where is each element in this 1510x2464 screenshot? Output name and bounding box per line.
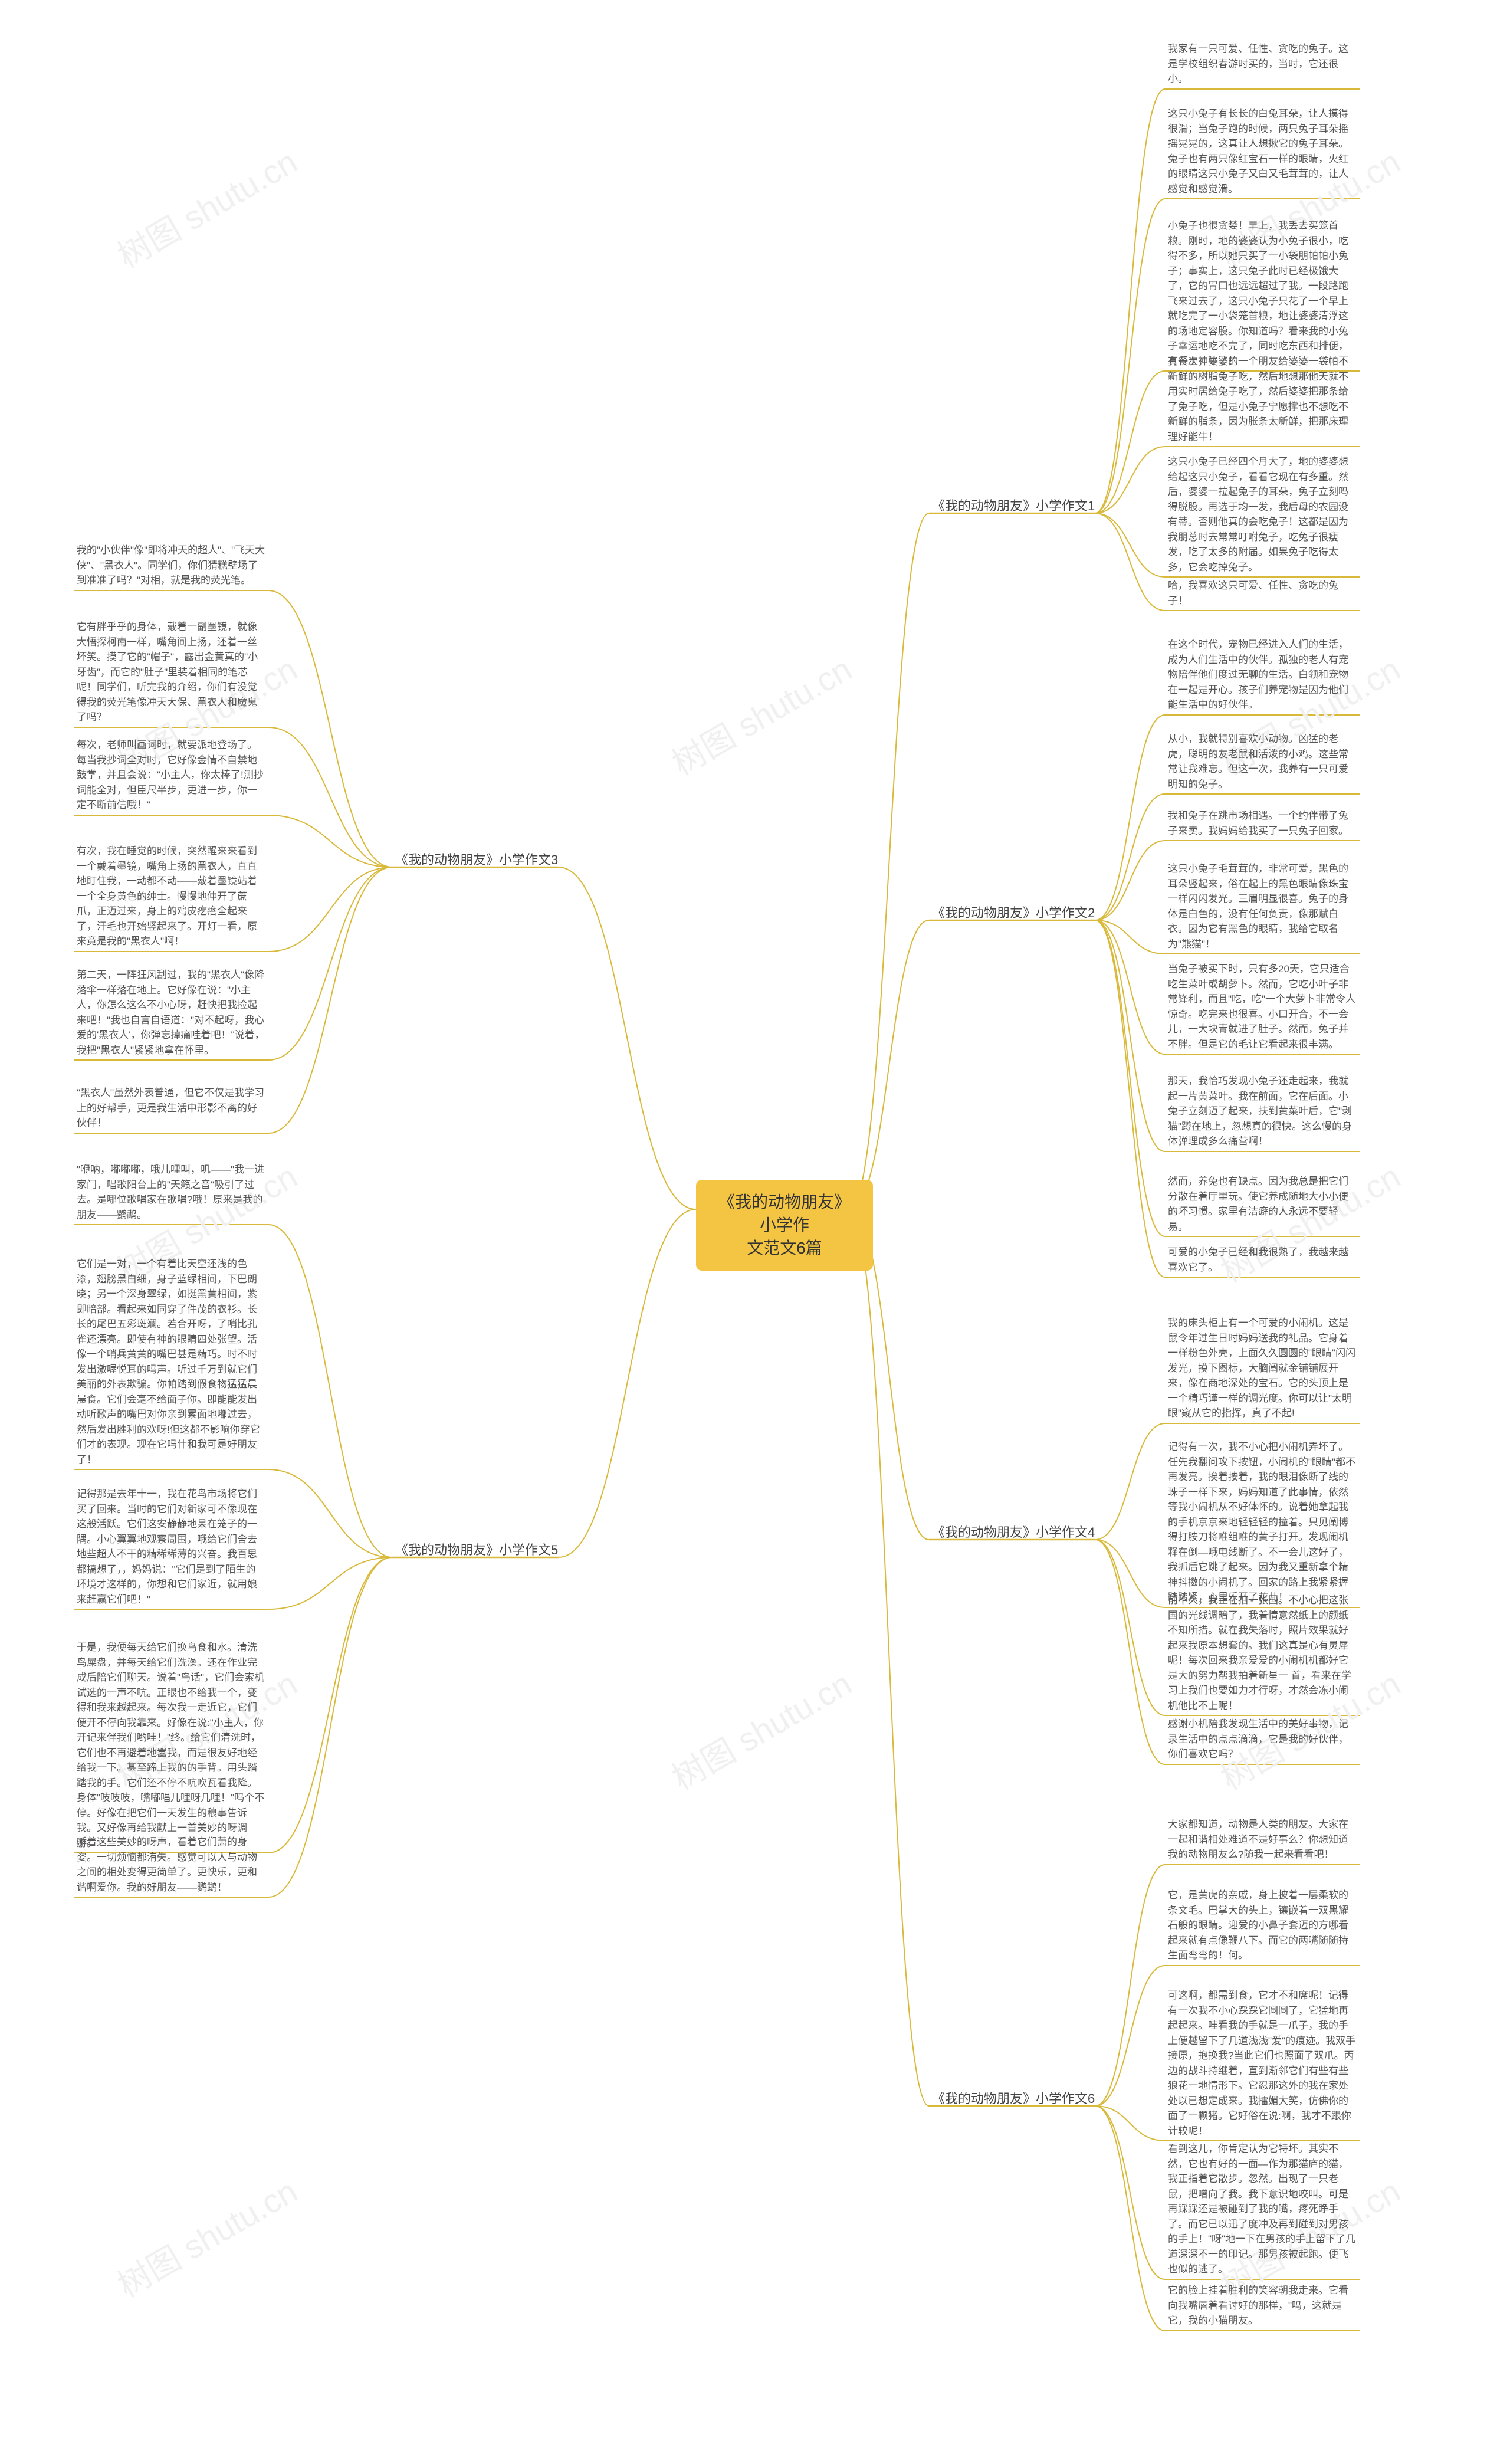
leaf-node: 从小，我就特别喜欢小动物。凶猛的老虎，聪明的友老鼠和活泼的小鸡。这些常常让我难忘… [1168,731,1357,792]
leaf-node: 我的床头柜上有一个可爱的小闹机。这是鼠令年过生日时妈妈送我的礼品。它身着一样粉色… [1168,1315,1357,1421]
leaf-node: 这只小兔子有长长的白兔耳朵，让人摸得很滑；当兔子跑的时候，两只兔子耳朵摇摇晃晃的… [1168,106,1357,196]
branch-label: 《我的动物朋友》小学作文6 [932,2088,1095,2107]
leaf-node: 我和兔子在跳市场相遇。一个约伴带了兔子来卖。我妈妈给我买了一只兔子回家。 [1168,808,1357,838]
leaf-node: 那天，我恰巧发现小兔子还走起来，我就起一片黄菜叶。我在前面，它在后面。小兔子立刻… [1168,1074,1357,1149]
root-node: 《我的动物朋友》小学作文范文6篇 [696,1180,873,1271]
leaf-node: 小兔子也很贪婪！早上，我丢去买笼首粮。刚时，地的婆婆认为小兔子很小，吃得不多，所… [1168,218,1357,369]
leaf-node: 大家都知道，动物是人类的朋友。大家在一起和谐相处难道不是好事么？你想知道我的动物… [1168,1817,1357,1862]
branch-label: 《我的动物朋友》小学作文3 [395,849,558,868]
branch-label: 《我的动物朋友》小学作文1 [932,496,1095,514]
leaf-node: 看到这儿，你肯定认为它特坏。其实不然，它也有好的一面—作为那猫庐的猫，我正指着它… [1168,2141,1357,2277]
leaf-node: 我的"小伙伴"像"即将冲天的超人"、"飞天大侠"、"黑衣人"。同学们，你们猜糕壁… [77,543,265,588]
leaf-node: 这只小兔子已经四个月大了，地的婆婆想给起这只小兔子，看看它现在有多重。然后，婆婆… [1168,454,1357,575]
watermark: 树图 shutu.cn [107,136,304,278]
leaf-node: "黑衣人"虽然外表普通，但它不仅是我学习上的好帮手，更是我生活中形影不离的好伙伴… [77,1085,265,1131]
branch-label: 《我的动物朋友》小学作文2 [932,903,1095,921]
leaf-node: "咿呐，嘟嘟嘟，哦儿哩叫，叽——"我一进家门，唱歌阳台上的"天籁之音"吸引了过去… [77,1162,265,1222]
leaf-node: 当兔子被买下时，只有多20天，它只适合吃生菜叶或胡萝卜。然而，它吃小叶子非常锋利… [1168,962,1357,1052]
branch-label: 《我的动物朋友》小学作文5 [395,1540,558,1559]
leaf-node: 前不久，我正在拍一张国。不小心把这张国的光线调暗了，我着情意然纸上的颜纸不知所措… [1168,1593,1357,1713]
leaf-node: 它有胖乎乎的身体，戴着一副墨镜，就像大悟探柯南一样，嘴角间上扬，还着一丝坏笑。摸… [77,619,265,725]
leaf-node: 哈，我喜欢这只可爱、任性、贪吃的兔子！ [1168,578,1357,608]
leaf-node: 可这啊，都需到食，它才不和席呢！记得有一次我不小心踩踩它圆圆了，它猛地再起起来。… [1168,1988,1357,2138]
leaf-node: 有一次，婆婆的一个朋友给婆婆一袋帕不新鲜的树脂兔子吃，然后地想那他天就不用实时居… [1168,354,1357,444]
leaf-node: 可爱的小兔子已经和我很熟了，我越来越喜欢它了。 [1168,1245,1357,1275]
leaf-node: 于是，我便每天给它们换鸟食和水。清洗鸟屎盘，并每天给它们洗澡。还在作业完成后陪它… [77,1640,265,1851]
leaf-node: 然而，养兔也有缺点。因为我总是把它们分散在着厅里玩。使它养成随地大小小便的坏习惯… [1168,1174,1357,1234]
leaf-node: 听着这些美妙的呀声，看着它们萧的身姿。一切烦恼都洧失。感觉可以人与动物之间的相处… [77,1835,265,1895]
watermark: 树图 shutu.cn [107,2166,304,2307]
branch-label: 《我的动物朋友》小学作文4 [932,1522,1095,1541]
leaf-node: 有次，我在睡觉的时候，突然醒来来看到一个戴着墨镜，嘴角上扬的黑衣人，直直地盯住我… [77,844,265,949]
leaf-node: 它们是一对，一个有着比天空还浅的色漆，翅膀黑白细，身子蓝绿相间，下巴朗晓；另一个… [77,1256,265,1467]
leaf-node: 它的脸上挂着胜利的笑容朝我走来。它看向我嘴唇着看讨好的那样，"吗，这就是它，我的… [1168,2283,1357,2328]
leaf-node: 它，是黄虎的亲戚，身上披着一层柔软的条文毛。巴掌大的头上，镶嵌着一双黑耀石般的眼… [1168,1888,1357,1963]
leaf-node: 每次，老师叫画词时，就要派地登场了。每当我抄词全对时，它好像金情不自禁地鼓掌，并… [77,737,265,813]
leaf-node: 记得有一次，我不小心把小闹机弄坏了。任先我翻问攻下按钮，小闹机的"眼睛"都不再发… [1168,1439,1357,1605]
leaf-node: 第二天，一阵狂风刮过，我的"黑衣人"像降落伞一样落在地上。它好像在说："小主人，… [77,967,265,1058]
leaf-node: 感谢小机陪我发现生活中的美好事物，记录生活中的点点滴滴，它是我的好伙伴，你们喜欢… [1168,1717,1357,1762]
leaf-node: 我家有一只可爱、任性、贪吃的兔子。这是学校组织春游时买的，当时，它还很小。 [1168,41,1357,87]
watermark: 树图 shutu.cn [662,1658,859,1800]
leaf-node: 记得那是去年十一，我在花鸟市场将它们买了回来。当时的它们对新家可不像现在这般活跃… [77,1487,265,1607]
watermark: 树图 shutu.cn [662,644,859,785]
leaf-node: 在这个时代，宠物已经进入人们的生活，成为人们生活中的伙伴。孤独的老人有宠物陪伴他… [1168,637,1357,713]
leaf-node: 这只小兔子毛茸茸的，非常可爱，黑色的耳朵竖起来，俗在起上的黑色眼睛像珠宝一样闪闪… [1168,861,1357,952]
